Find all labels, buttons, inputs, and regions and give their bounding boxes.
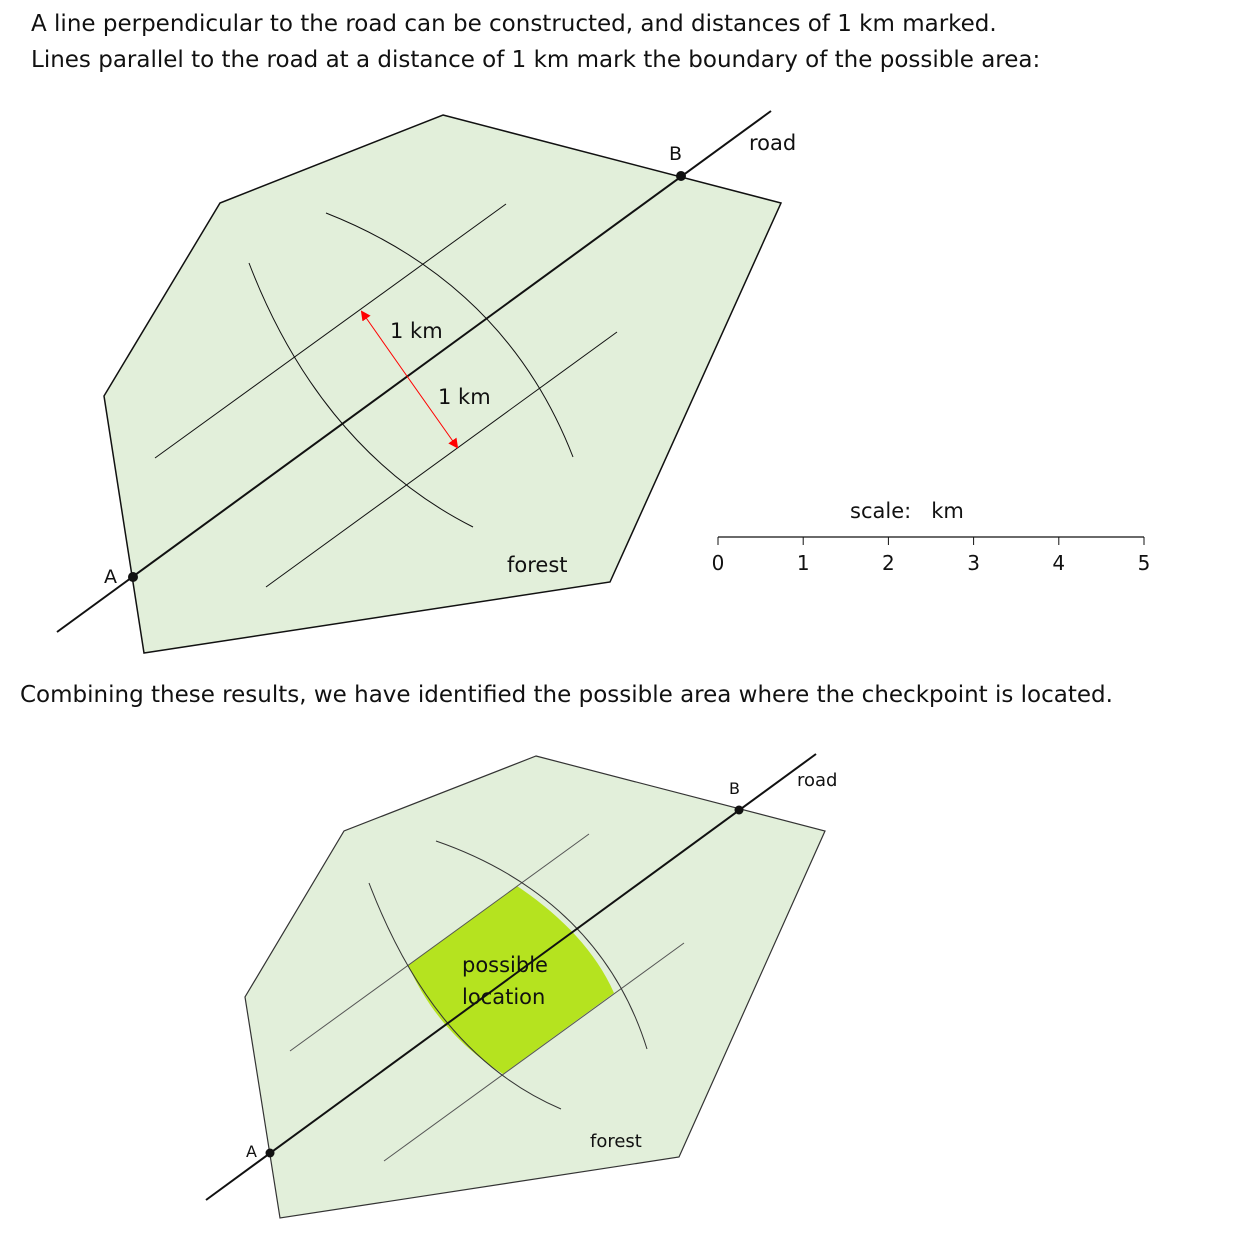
point-a-marker bbox=[128, 572, 138, 582]
scale-tick-label: 3 bbox=[967, 551, 980, 575]
diagram-1: A B road forest 1 km 1 km scale: km 0 1 2 3… bbox=[56, 110, 1151, 654]
scale-tick-label: 4 bbox=[1052, 551, 1065, 575]
forest-label: forest bbox=[590, 1131, 642, 1152]
arc-inner bbox=[368, 882, 562, 1110]
point-b-marker bbox=[734, 805, 744, 815]
forest-label: forest bbox=[507, 553, 568, 577]
point-b-label: B bbox=[729, 779, 740, 798]
parallel-line-lower bbox=[265, 331, 618, 588]
scale-tick-label: 0 bbox=[712, 551, 725, 575]
distance-arrow bbox=[360, 310, 410, 380]
road-line bbox=[56, 110, 772, 633]
distance-arrow bbox=[408, 378, 459, 449]
distance-label-lower: 1 km bbox=[438, 385, 491, 409]
road-label: road bbox=[749, 131, 796, 155]
scale-bar: scale: km 0 1 2 3 4 5 bbox=[712, 499, 1151, 575]
scale-tick-label: 5 bbox=[1138, 551, 1151, 575]
diagram-2: A B road forest possible location bbox=[205, 753, 837, 1219]
point-a-marker bbox=[265, 1148, 275, 1158]
intro-line-1: A line perpendicular to the road can be … bbox=[31, 11, 997, 37]
arc-outer bbox=[325, 212, 574, 458]
intro-line-2: Lines parallel to the road at a distance… bbox=[31, 47, 1041, 73]
point-b-label: B bbox=[669, 143, 682, 165]
forest-area bbox=[103, 114, 783, 654]
road-label: road bbox=[797, 770, 837, 791]
distance-label-upper: 1 km bbox=[390, 319, 443, 343]
arc-outer bbox=[435, 840, 648, 1050]
point-a-label: A bbox=[246, 1142, 257, 1161]
scale-tick-label: 1 bbox=[797, 551, 810, 575]
parallel-line-upper bbox=[154, 203, 507, 459]
possible-location-label-1: possible bbox=[462, 953, 548, 977]
parallel-line-upper bbox=[289, 833, 590, 1052]
road-line bbox=[205, 753, 817, 1201]
possible-location-label-2: location bbox=[462, 985, 545, 1009]
conclusion-text: Combining these results, we have identif… bbox=[20, 682, 1113, 708]
point-a-label: A bbox=[104, 566, 117, 588]
scale-title: scale: km bbox=[850, 499, 964, 523]
parallel-line-lower bbox=[383, 942, 685, 1162]
arc-inner bbox=[248, 262, 474, 528]
point-b-marker bbox=[676, 171, 686, 181]
possible-location-area bbox=[408, 886, 614, 1074]
scale-tick-label: 2 bbox=[882, 551, 895, 575]
